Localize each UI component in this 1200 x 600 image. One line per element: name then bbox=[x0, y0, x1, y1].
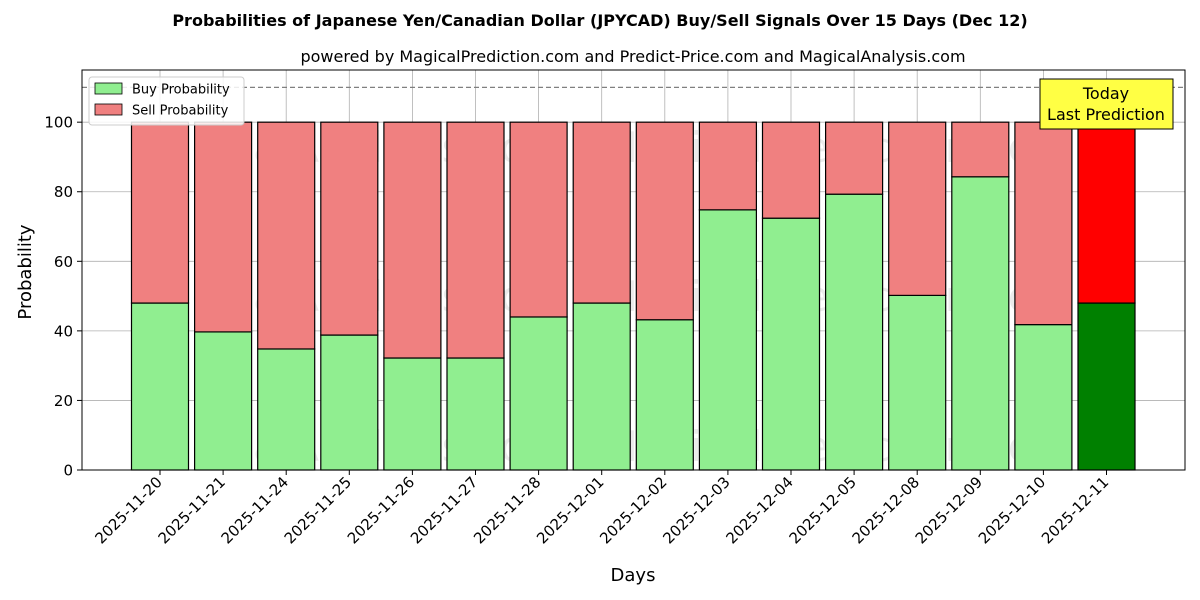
sell-bar bbox=[824, 121, 884, 195]
annotation-box bbox=[1039, 78, 1174, 130]
sell-bar bbox=[635, 121, 694, 321]
plot-frame bbox=[81, 69, 1186, 471]
y-ticks: 0 20 40 60 80 100 bbox=[44, 114, 82, 480]
buy-bar bbox=[194, 331, 253, 471]
buy-bar bbox=[635, 319, 694, 471]
today-annotation: Today Last Prediction bbox=[1039, 78, 1174, 130]
sell-bar bbox=[130, 121, 190, 304]
x-tick-label: 2025-11-28 bbox=[470, 473, 544, 547]
sell-bar bbox=[257, 121, 316, 350]
y-tick-label: 40 bbox=[54, 322, 73, 340]
legend-label-buy: Buy Probability bbox=[132, 83, 230, 98]
buy-bar bbox=[824, 193, 884, 471]
sell-bar bbox=[698, 121, 758, 211]
x-tick-label: 2025-12-04 bbox=[722, 473, 796, 547]
buy-bar bbox=[509, 316, 568, 471]
buy-bar bbox=[383, 357, 442, 471]
legend: Buy Probability Sell Probability bbox=[88, 76, 245, 126]
x-tick-label: 2025-12-02 bbox=[596, 473, 670, 547]
x-tick-label: 2025-12-03 bbox=[659, 473, 733, 547]
buy-bar bbox=[320, 334, 379, 471]
chart-title: Probabilities of Japanese Yen/Canadian D… bbox=[172, 11, 1027, 30]
annotation-line2: Last Prediction bbox=[1047, 105, 1165, 124]
buy-bar bbox=[888, 294, 947, 471]
buy-bar bbox=[130, 302, 190, 471]
x-tick-label: 2025-11-27 bbox=[407, 473, 481, 547]
sell-bar bbox=[572, 121, 631, 304]
y-tick-label: 20 bbox=[54, 392, 73, 410]
x-tick-label: 2025-11-20 bbox=[91, 473, 165, 547]
bars bbox=[130, 121, 1136, 471]
x-tick-label: 2025-11-25 bbox=[281, 473, 355, 547]
x-tick-label: 2025-11-24 bbox=[218, 473, 292, 547]
sell-bar bbox=[320, 121, 379, 336]
sell-bar bbox=[509, 121, 568, 318]
buy-bar bbox=[951, 176, 1010, 471]
buy-bar bbox=[1014, 324, 1073, 471]
buy-bar bbox=[1077, 302, 1136, 471]
sell-bar bbox=[951, 121, 1010, 178]
sell-bar bbox=[888, 121, 947, 296]
y-tick-label: 100 bbox=[44, 114, 73, 132]
buy-bar bbox=[572, 302, 631, 471]
buy-bar bbox=[446, 357, 505, 471]
legend-box bbox=[88, 76, 245, 126]
sell-bar bbox=[1077, 121, 1136, 304]
x-tick-label: 2025-12-09 bbox=[912, 473, 986, 547]
sell-bar bbox=[446, 121, 505, 359]
y-axis-label: Probability bbox=[15, 224, 36, 319]
x-tick-label: 2025-12-11 bbox=[1038, 473, 1112, 547]
x-tick-label: 2025-11-21 bbox=[155, 473, 229, 547]
legend-swatch-sell bbox=[94, 103, 123, 116]
buy-bar bbox=[257, 348, 316, 471]
x-tick-label: 2025-12-05 bbox=[786, 473, 860, 547]
x-ticks: 2025-11-202025-11-212025-11-242025-11-25… bbox=[91, 470, 1112, 547]
x-tick-label: 2025-12-10 bbox=[975, 473, 1049, 547]
sell-bar bbox=[1014, 121, 1073, 326]
y-tick-label: 80 bbox=[54, 183, 73, 201]
y-tick-label: 60 bbox=[54, 253, 73, 271]
legend-swatch-buy bbox=[94, 82, 123, 95]
x-axis-label: Days bbox=[611, 565, 656, 586]
y-tick-label: 0 bbox=[63, 462, 73, 480]
buy-bar bbox=[761, 217, 821, 471]
sell-bar bbox=[383, 121, 442, 359]
chart-subtitle: powered by MagicalPrediction.com and Pre… bbox=[300, 47, 965, 66]
x-tick-label: 2025-12-01 bbox=[533, 473, 607, 547]
buy-bar bbox=[698, 209, 758, 471]
annotation-line1: Today bbox=[1082, 84, 1129, 103]
sell-bar bbox=[194, 121, 253, 333]
x-tick-label: 2025-11-26 bbox=[344, 473, 418, 547]
x-tick-label: 2025-12-08 bbox=[849, 473, 923, 547]
sell-bar bbox=[761, 121, 821, 219]
legend-label-sell: Sell Probability bbox=[132, 104, 229, 119]
